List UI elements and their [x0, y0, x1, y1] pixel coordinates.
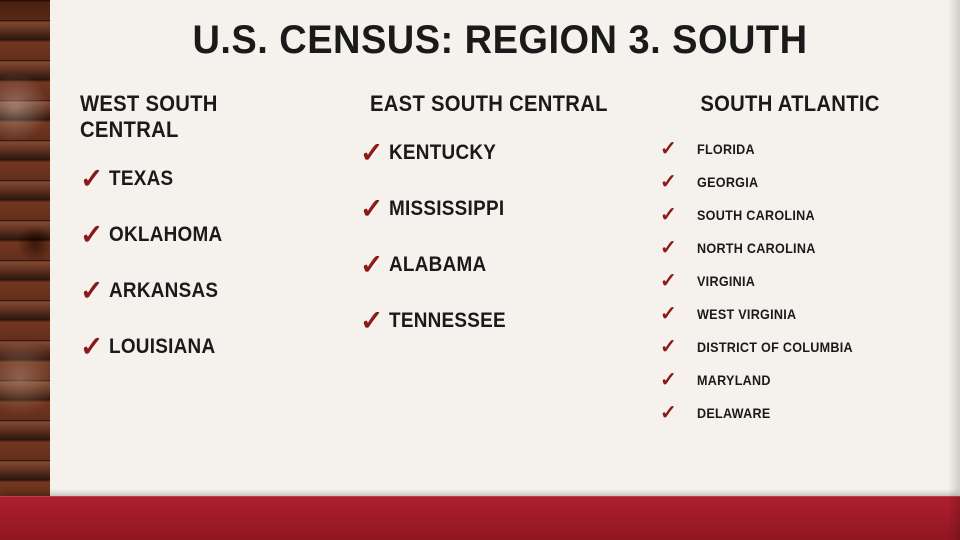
item-label: SOUTH CAROLINA: [697, 207, 815, 223]
check-icon: ✓: [660, 337, 677, 357]
item-label: VIRGINIA: [697, 273, 755, 289]
item-label: KENTUCKY: [389, 141, 496, 165]
list-item: ✓ MARYLAND: [660, 370, 920, 390]
list-item: ✓ NORTH CAROLINA: [660, 238, 920, 258]
list-item: ✓ VIRGINIA: [660, 271, 920, 291]
check-icon: ✓: [660, 172, 677, 192]
list-item: ✓MISSISSIPPI: [360, 195, 630, 223]
item-label: LOUISIANA: [109, 335, 215, 359]
list-item: ✓TEXAS: [80, 165, 340, 193]
item-label: DISTRICT OF COLUMBIA: [697, 339, 853, 355]
list-item: ✓ WEST VIRGINIA: [660, 304, 920, 324]
column-east-south-central: EAST SOUTH CENTRAL ✓KENTUCKY ✓MISSISSIPP…: [360, 91, 630, 423]
list-item: ✓ DELAWARE: [660, 403, 920, 423]
item-label: MARYLAND: [697, 372, 771, 388]
bottom-accent-bar: [0, 496, 960, 540]
check-icon: ✓: [660, 304, 677, 324]
check-icon: ✓: [660, 403, 677, 423]
list-item: ✓ FLORIDA: [660, 139, 920, 159]
column-header: WEST SOUTH CENTRAL: [80, 91, 319, 143]
slide-title: U.S. CENSUS: REGION 3. SOUTH: [101, 18, 899, 63]
brick-texture-sidebar: [0, 0, 50, 540]
list-item: ✓ARKANSAS: [80, 277, 340, 305]
check-icon: ✓: [360, 195, 383, 223]
slide-content: U.S. CENSUS: REGION 3. SOUTH WEST SOUTH …: [50, 0, 960, 540]
right-edge-shadow: [948, 0, 960, 540]
item-label: FLORIDA: [697, 141, 755, 157]
item-label: TEXAS: [109, 167, 173, 191]
check-icon: ✓: [660, 271, 677, 291]
item-list: ✓ FLORIDA ✓ GEORGIA ✓ SOUTH CAROLINA ✓ NORTH…: [660, 139, 920, 423]
item-label: OKLAHOMA: [109, 223, 222, 247]
check-icon: ✓: [360, 251, 383, 279]
check-icon: ✓: [660, 238, 677, 258]
check-icon: ✓: [660, 139, 677, 159]
column-south-atlantic: SOUTH ATLANTIC ✓ FLORIDA ✓ GEORGIA ✓ SOUTH …: [650, 91, 920, 423]
check-icon: ✓: [80, 333, 103, 361]
column-header: EAST SOUTH CENTRAL: [370, 91, 609, 117]
item-list: ✓KENTUCKY ✓MISSISSIPPI ✓ALABAMA ✓TENNESS…: [360, 139, 630, 335]
list-item: ✓ GEORGIA: [660, 172, 920, 192]
item-label: GEORGIA: [697, 174, 758, 190]
column-header: SOUTH ATLANTIC: [670, 91, 909, 117]
item-label: ARKANSAS: [109, 279, 218, 303]
item-label: DELAWARE: [697, 405, 771, 421]
check-icon: ✓: [80, 221, 103, 249]
list-item: ✓ALABAMA: [360, 251, 630, 279]
list-item: ✓KENTUCKY: [360, 139, 630, 167]
list-item: ✓TENNESSEE: [360, 307, 630, 335]
item-list: ✓TEXAS ✓OKLAHOMA ✓ARKANSAS ✓LOUISIANA: [80, 165, 340, 361]
check-icon: ✓: [80, 277, 103, 305]
list-item: ✓LOUISIANA: [80, 333, 340, 361]
check-icon: ✓: [360, 139, 383, 167]
list-item: ✓ DISTRICT OF COLUMBIA: [660, 337, 920, 357]
list-item: ✓ SOUTH CAROLINA: [660, 205, 920, 225]
item-label: ALABAMA: [389, 253, 486, 277]
check-icon: ✓: [80, 165, 103, 193]
item-label: NORTH CAROLINA: [697, 240, 816, 256]
column-west-south-central: WEST SOUTH CENTRAL ✓TEXAS ✓OKLAHOMA ✓ARK…: [80, 91, 340, 423]
check-icon: ✓: [660, 205, 677, 225]
check-icon: ✓: [660, 370, 677, 390]
item-label: TENNESSEE: [389, 309, 506, 333]
check-icon: ✓: [360, 307, 383, 335]
list-item: ✓OKLAHOMA: [80, 221, 340, 249]
item-label: MISSISSIPPI: [389, 197, 504, 221]
item-label: WEST VIRGINIA: [697, 306, 796, 322]
columns-container: WEST SOUTH CENTRAL ✓TEXAS ✓OKLAHOMA ✓ARK…: [80, 91, 920, 423]
